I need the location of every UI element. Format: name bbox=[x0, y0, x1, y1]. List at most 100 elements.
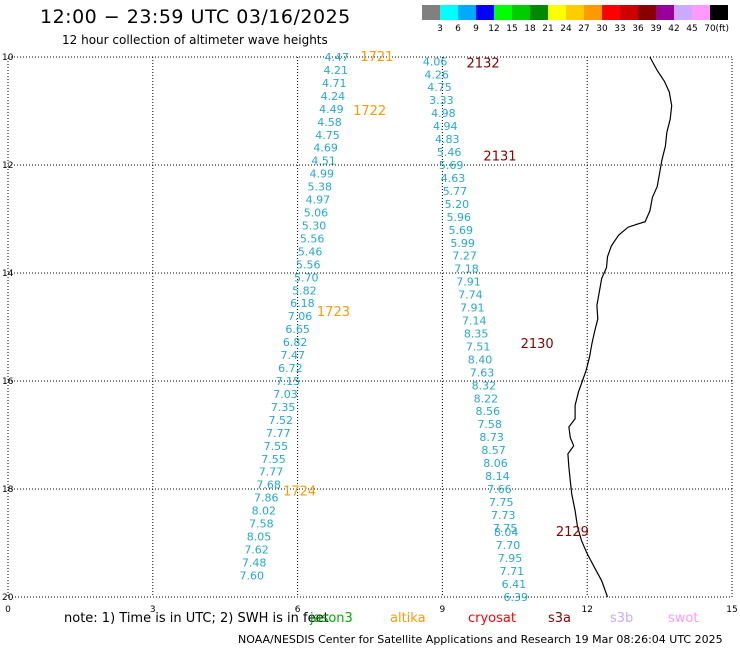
wave-height-value: 7.77 bbox=[259, 466, 284, 479]
wave-height-value: 4.71 bbox=[322, 77, 347, 90]
wave-height-value: 7.70 bbox=[496, 539, 521, 552]
wave-height-value: 8.14 bbox=[485, 470, 510, 483]
wave-height-value: 7.55 bbox=[261, 453, 286, 466]
wave-height-value: 7.52 bbox=[268, 414, 293, 427]
legend-swatch bbox=[638, 5, 656, 20]
wave-height-value: 4.58 bbox=[317, 116, 342, 129]
wave-height-value: 5.06 bbox=[304, 207, 329, 220]
satellite-s3a: s3a bbox=[548, 611, 572, 626]
legend-tick-label: 36 bbox=[632, 24, 644, 34]
wave-height-value: 7.62 bbox=[244, 543, 269, 556]
map-frame bbox=[7, 56, 733, 598]
wave-height-value: 5.46 bbox=[298, 245, 323, 258]
legend-swatch bbox=[422, 5, 440, 20]
wave-height-value: 4.49 bbox=[319, 103, 344, 116]
satellite-altika: altika bbox=[390, 611, 426, 626]
pass-time-label: 2129 bbox=[556, 525, 589, 540]
legend-swatch bbox=[530, 5, 548, 20]
wave-height-value: 7.71 bbox=[500, 565, 525, 578]
x-tick-label: 6 bbox=[295, 605, 301, 615]
wave-height-value: 5.38 bbox=[308, 181, 333, 194]
coastline bbox=[567, 56, 673, 598]
wave-height-value: 7.03 bbox=[273, 388, 298, 401]
legend-tick-label: 42 bbox=[668, 24, 679, 34]
wave-height-value: 5.69 bbox=[448, 224, 473, 237]
wave-height-value: 7.47 bbox=[281, 349, 306, 362]
wave-height-value: 5.30 bbox=[302, 219, 327, 232]
pass-time-label: 1721 bbox=[360, 50, 393, 65]
wave-height-value: 8.02 bbox=[252, 505, 277, 518]
wave-height-value: 5.46 bbox=[437, 146, 462, 159]
wave-height-value: 7.86 bbox=[254, 492, 279, 505]
wave-height-value: 5.77 bbox=[443, 185, 468, 198]
legend-swatch bbox=[458, 5, 476, 20]
wave-height-value: 8.32 bbox=[472, 379, 497, 392]
wave-height-value: 7.66 bbox=[487, 483, 512, 496]
wave-height-value: 8.06 bbox=[483, 457, 508, 470]
wave-height-value: 7.95 bbox=[498, 552, 523, 565]
wave-height-value: 4.63 bbox=[441, 172, 466, 185]
legend-tick-label: 30 bbox=[596, 24, 608, 34]
map-title: 12:00 − 23:59 UTC 03/16/2025 bbox=[40, 6, 351, 28]
wave-height-value: 5.82 bbox=[292, 284, 317, 297]
legend-tick-label: 18 bbox=[524, 24, 536, 34]
y-tick-label: 18 bbox=[2, 485, 14, 495]
track-2132-2129: 4.064.264.753.334.984.944.835.465.694.63… bbox=[423, 55, 589, 604]
wave-height-value: 4.98 bbox=[431, 107, 456, 120]
wave-height-value: 6.39 bbox=[504, 591, 529, 604]
legend-swatch bbox=[692, 5, 710, 20]
wave-height-value: 8.35 bbox=[464, 327, 489, 340]
legend-swatch bbox=[656, 5, 674, 20]
satellite-tracks: 4.474.214.714.244.494.584.754.694.514.99… bbox=[239, 50, 588, 604]
wave-height-value: 4.75 bbox=[315, 129, 340, 142]
x-tick-label: 0 bbox=[5, 605, 11, 615]
wave-height-value: 6.18 bbox=[290, 297, 315, 310]
wave-height-value: 8.04 bbox=[494, 526, 519, 539]
color-legend: 3 6 9 12 15 18 21 24 27 30 33 36 39 42 45 70 (ft) bbox=[422, 5, 729, 34]
wave-height-value: 4.75 bbox=[427, 81, 452, 94]
legend-swatch bbox=[710, 5, 728, 20]
legend-tick-label: 12 bbox=[488, 24, 499, 34]
wave-height-value: 4.94 bbox=[433, 120, 458, 133]
wave-height-value: 5.56 bbox=[296, 258, 321, 271]
wave-height-value: 6.65 bbox=[285, 323, 310, 336]
legend-tick-label: 70 bbox=[704, 24, 716, 34]
y-tick-label: 10 bbox=[2, 53, 14, 63]
legend-tick-label: 45 bbox=[686, 24, 697, 34]
wave-height-value: 8.57 bbox=[481, 444, 506, 457]
wave-height-value: 7.74 bbox=[458, 289, 483, 302]
pass-time-label: 1722 bbox=[353, 104, 386, 119]
wave-height-value: 7.14 bbox=[462, 315, 487, 328]
x-tick-label: 12 bbox=[581, 605, 592, 615]
wave-height-value: 7.60 bbox=[239, 569, 264, 582]
wave-height-value: 7.77 bbox=[266, 427, 291, 440]
y-tick-label: 20 bbox=[2, 593, 14, 603]
legend-tick-label: 33 bbox=[614, 24, 625, 34]
wave-height-value: 4.47 bbox=[324, 51, 349, 64]
map-grid bbox=[7, 56, 733, 598]
credit-line: NOAA/NESDIS Center for Satellite Applica… bbox=[238, 633, 723, 646]
wave-height-value: 4.69 bbox=[313, 142, 338, 155]
legend-swatch bbox=[674, 5, 692, 20]
wave-height-value: 5.56 bbox=[300, 232, 325, 245]
wave-height-value: 7.51 bbox=[466, 340, 491, 353]
satellite-swot: swot bbox=[668, 611, 699, 626]
satellite-legend: jason3 altika cryosat s3a s3b swot bbox=[0, 611, 740, 631]
wave-height-value: 7.75 bbox=[489, 496, 514, 509]
wave-height-value: 4.51 bbox=[311, 155, 336, 168]
wave-height-value: 4.24 bbox=[321, 90, 346, 103]
footer-note: note: 1) Time is in UTC; 2) SWH is in fe… bbox=[64, 611, 329, 626]
wave-height-value: 6.72 bbox=[278, 362, 303, 375]
wave-height-value: 7.91 bbox=[456, 276, 481, 289]
wave-height-value: 5.99 bbox=[450, 237, 475, 250]
wave-height-value: 8.22 bbox=[474, 392, 499, 405]
legend-tick-label: 15 bbox=[506, 24, 517, 34]
wave-height-value: 7.48 bbox=[242, 556, 267, 569]
x-tick-label: 9 bbox=[440, 605, 446, 615]
legend-swatch bbox=[494, 5, 512, 20]
pass-time-label: 2130 bbox=[521, 337, 554, 352]
legend-swatch bbox=[602, 5, 620, 20]
wave-height-value: 7.18 bbox=[454, 263, 479, 276]
y-tick-label: 16 bbox=[2, 377, 14, 387]
legend-swatch bbox=[620, 5, 638, 20]
